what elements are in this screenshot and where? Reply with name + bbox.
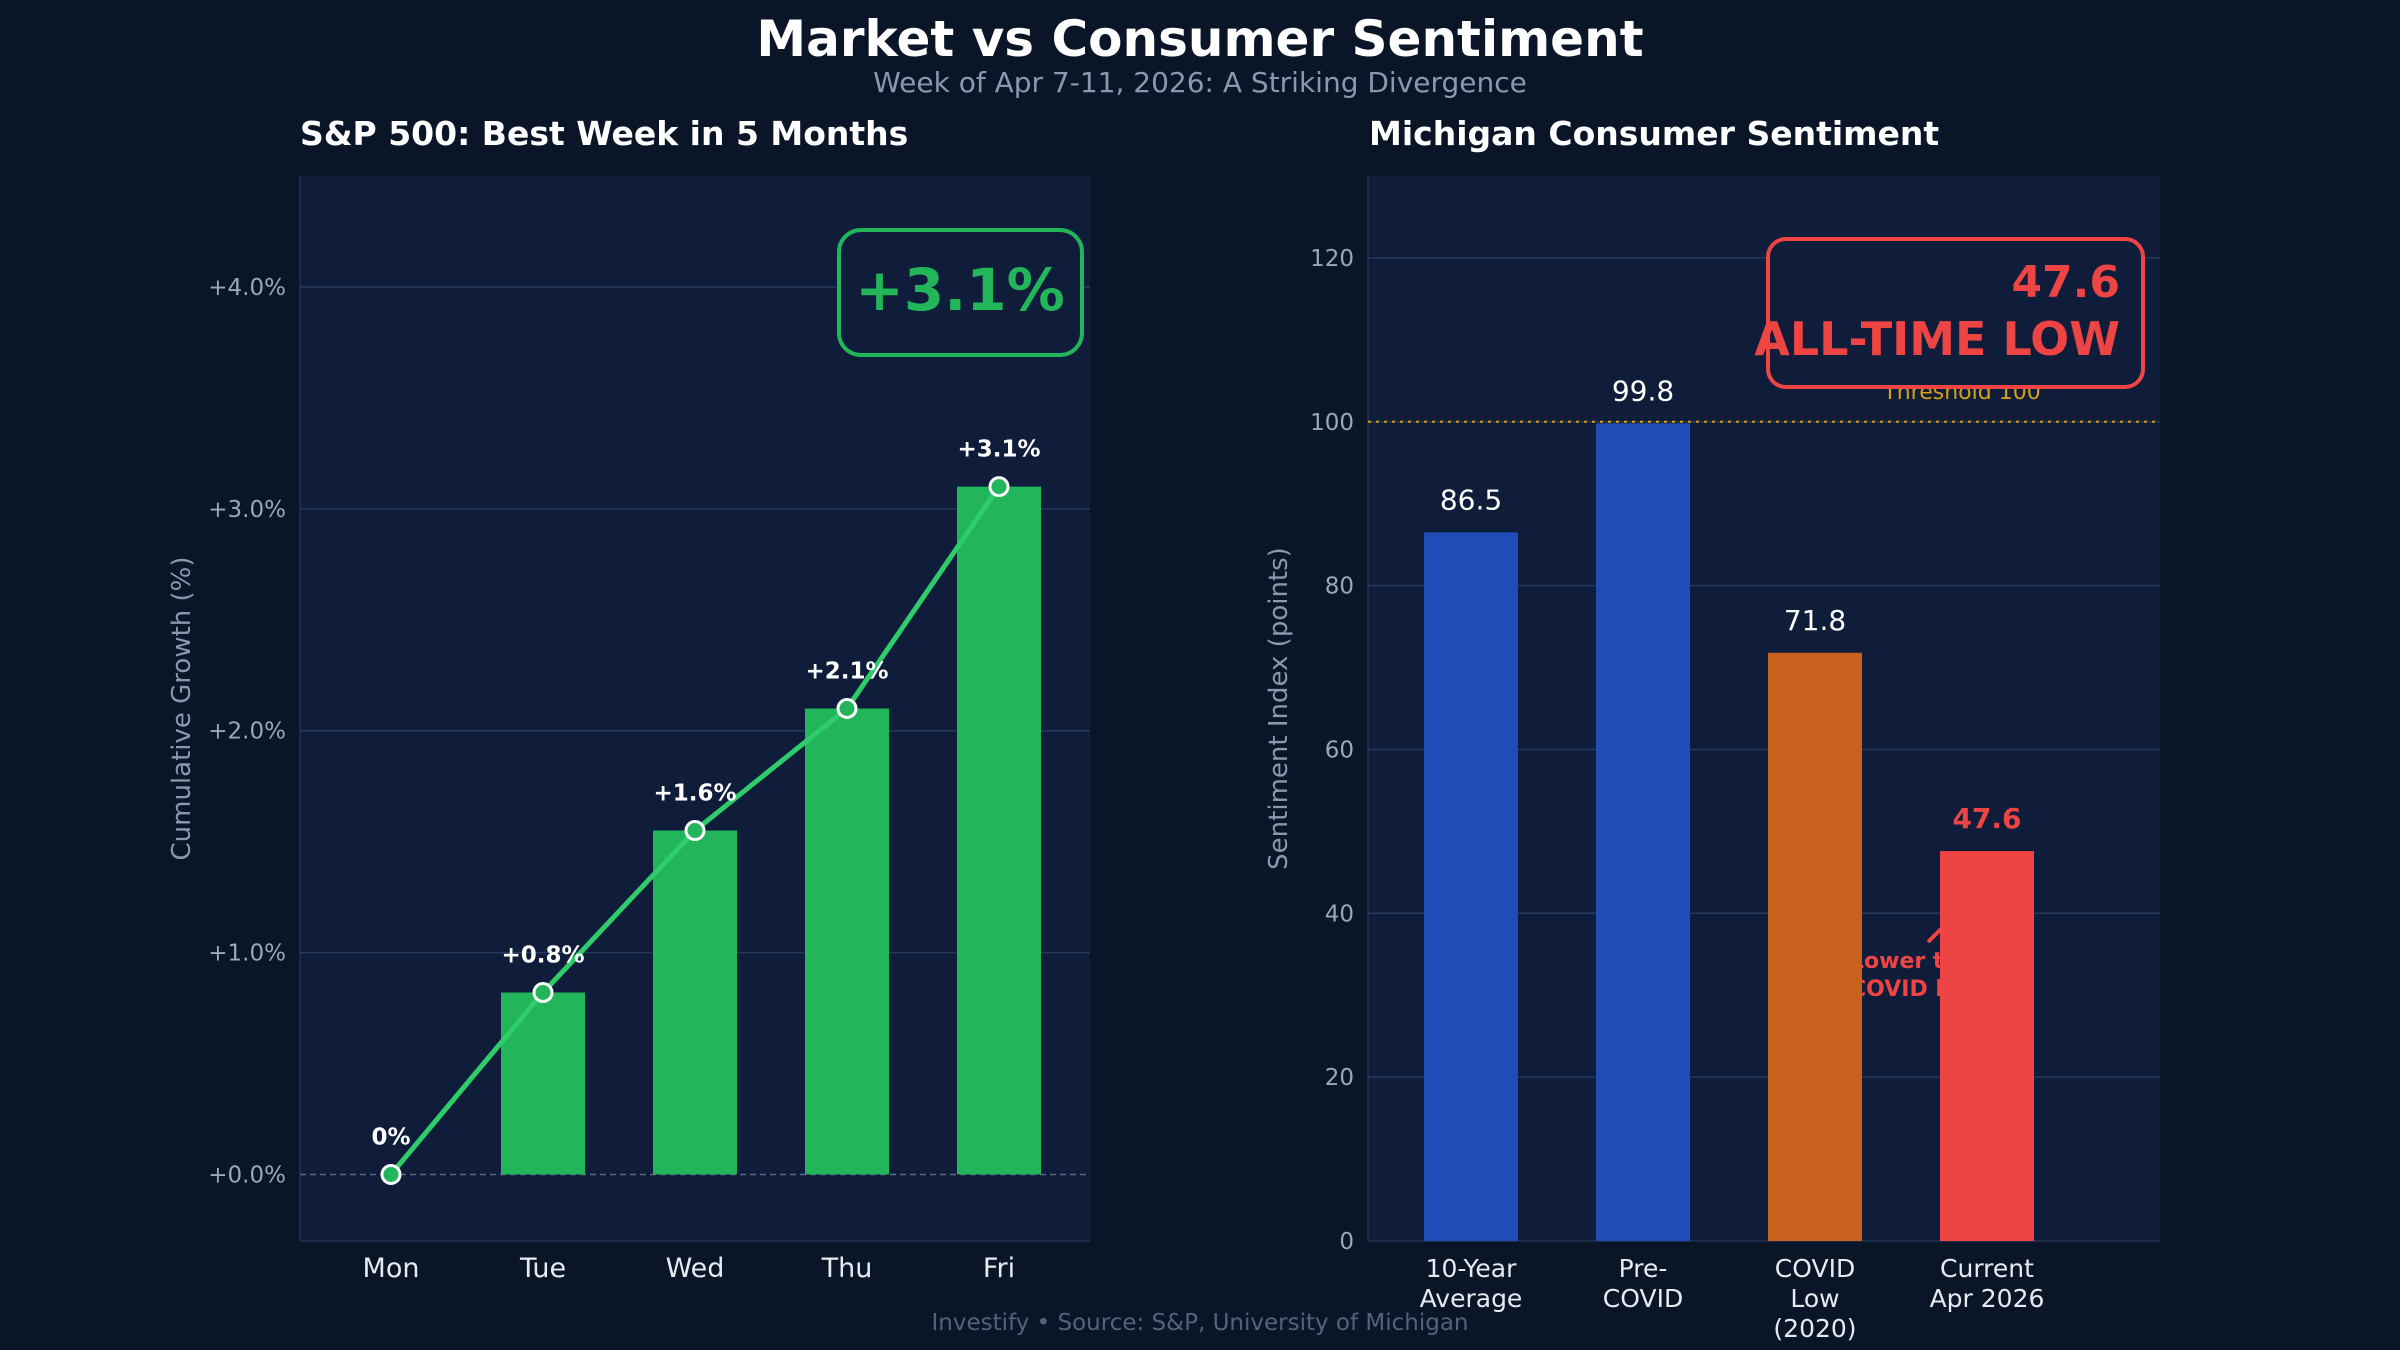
data-label: 71.8 xyxy=(1784,604,1846,637)
bar xyxy=(1940,851,2034,1241)
callout-label: ALL-TIME LOW xyxy=(1754,312,2120,366)
sp500-chart: +0.0% +1.0% +2.0% +3.0% +4.0% Cumulative Grow… xyxy=(167,176,1090,1284)
callout-value: 47.6 xyxy=(2011,257,2120,308)
x-tick-label: Wed xyxy=(666,1253,725,1284)
bar-tue xyxy=(501,992,585,1175)
line-point xyxy=(988,476,1010,498)
bar xyxy=(1768,652,1862,1241)
y-tick-label: 0 xyxy=(1339,1229,1354,1255)
y-tick-label: 100 xyxy=(1310,410,1354,436)
y-tick-label: +1.0% xyxy=(208,941,286,967)
footer: Investify • Source: S&P, University of M… xyxy=(931,1310,1468,1336)
y-tick-label: 40 xyxy=(1325,901,1354,927)
bar xyxy=(1596,423,1690,1241)
bar xyxy=(1424,532,1518,1241)
x-tick-label: Average xyxy=(1420,1284,1523,1313)
data-label: +1.6% xyxy=(653,781,736,807)
x-tick-label: Low xyxy=(1790,1284,1839,1313)
bar-thu xyxy=(805,708,889,1175)
x-tick-label: Current xyxy=(1940,1254,2034,1283)
x-tick-label: Fri xyxy=(983,1253,1015,1284)
y-tick-label: 120 xyxy=(1310,246,1354,272)
data-label: 86.5 xyxy=(1440,483,1502,516)
line-point xyxy=(380,1163,402,1185)
right-chart-title: Michigan Consumer Sentiment xyxy=(1369,114,1939,153)
data-label: 0% xyxy=(371,1124,410,1150)
x-tick-label: Mon xyxy=(363,1253,420,1284)
y-tick-label: +2.0% xyxy=(208,719,286,745)
x-tick-label: 10-Year xyxy=(1426,1254,1518,1283)
y-axis-label: Cumulative Growth (%) xyxy=(167,556,197,860)
x-tick-label: Pre- xyxy=(1619,1254,1668,1283)
callout-box xyxy=(1766,237,2145,389)
x-tick-label: COVID xyxy=(1603,1284,1683,1313)
line-point xyxy=(684,820,706,842)
x-tick-label: (2020) xyxy=(1773,1314,1856,1343)
y-tick-label: +3.0% xyxy=(208,497,286,523)
subtitle: Week of Apr 7-11, 2026: A Striking Diver… xyxy=(873,66,1527,99)
callout-box xyxy=(837,228,1084,357)
y-tick-label: +4.0% xyxy=(208,275,286,301)
main-title: Market vs Consumer Sentiment xyxy=(756,10,1643,68)
y-tick-label: 20 xyxy=(1325,1065,1354,1091)
y-axis-label: Sentiment Index (points) xyxy=(1264,547,1294,870)
x-tick-label: Apr 2026 xyxy=(1930,1284,2045,1313)
line-point xyxy=(836,698,858,719)
y-tick-label: 80 xyxy=(1325,574,1354,600)
x-tick-label: Tue xyxy=(519,1253,566,1284)
data-label: +2.1% xyxy=(805,659,888,685)
bar-wed xyxy=(653,830,737,1175)
data-label: 99.8 xyxy=(1612,374,1674,407)
y-tick-label: +0.0% xyxy=(208,1162,286,1188)
left-chart-title: S&P 500: Best Week in 5 Months xyxy=(300,114,908,153)
line-point xyxy=(532,982,554,1003)
x-tick-label: Thu xyxy=(821,1253,873,1284)
x-tick-label: COVID xyxy=(1775,1254,1855,1283)
callout-value: +3.1% xyxy=(855,256,1064,324)
data-label: 47.6 xyxy=(1952,802,2021,835)
data-label: +3.1% xyxy=(957,437,1040,463)
bar-fri xyxy=(957,486,1041,1175)
data-label: +0.8% xyxy=(501,943,584,969)
y-tick-label: 60 xyxy=(1325,737,1354,763)
